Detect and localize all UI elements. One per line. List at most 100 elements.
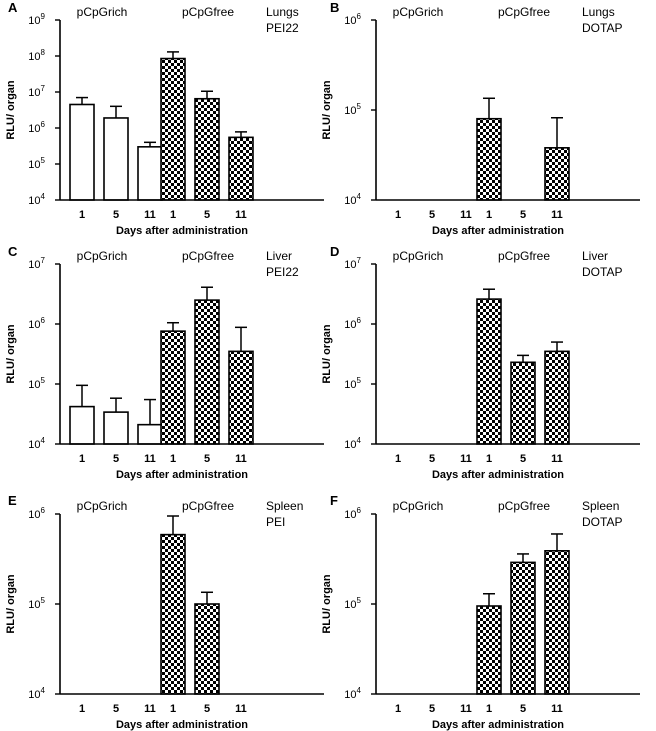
panel-a-x-tick-label: 1	[170, 209, 176, 221]
panel-b-y-tick-label: 105	[344, 102, 361, 117]
panel-a-y-tick-label: 108	[28, 48, 45, 63]
panel-f-y-tick-label: 106	[344, 506, 361, 521]
panel-d-x-tick-label: 5	[520, 453, 526, 465]
panel-f-group-label-pcpgrich: pCpGrich	[393, 499, 444, 513]
panel-f-letter: F	[330, 493, 338, 508]
panel-f-y-tick-label: 105	[344, 596, 361, 611]
panel-d-x-tick-label: 1	[486, 453, 492, 465]
panel-f-bar-pcpgfree-day-1	[476, 605, 502, 695]
panel-d-x-tick-label: 5	[429, 453, 435, 465]
panel-d-y-tick-label: 105	[344, 376, 361, 391]
panel-f-x-tick-label: 5	[429, 703, 435, 715]
panel-a-y-tick-label: 109	[28, 12, 45, 27]
panel-a-x-tick-label: 5	[113, 209, 119, 221]
panel-f-x-tick-label: 11	[460, 703, 472, 715]
panel-f-x-tick-label: 5	[520, 703, 526, 715]
panel-f-x-axis-label: Days after administration	[432, 719, 564, 731]
panel-c-bar-pcpgfree-day-5	[194, 299, 220, 445]
panel-c-x-tick-label: 5	[113, 453, 119, 465]
panel-e-x-tick-label: 5	[204, 703, 210, 715]
panel-c-x-tick-label: 1	[79, 453, 85, 465]
panel-a-x-tick-label: 5	[204, 209, 210, 221]
panel-d-bar-pcpgfree-day-1	[476, 298, 502, 445]
panel-a-x-tick-label: 1	[79, 209, 85, 221]
panel-d-bar-pcpgfree-day-5	[510, 361, 536, 445]
panel-a-annotation-organ: Lungs	[266, 5, 299, 19]
panel-e-annotation-vehicle: PEI	[266, 515, 285, 529]
panel-e-x-tick-label: 1	[79, 703, 85, 715]
panel-b-y-tick-label: 104	[344, 192, 361, 207]
panel-a-group-label-pcpgrich: pCpGrich	[77, 5, 128, 19]
panel-e-y-tick-label: 104	[28, 686, 45, 701]
panel-d-y-tick-label: 106	[344, 316, 361, 331]
panel-a-bar-pcpgrich-day-5	[103, 117, 129, 201]
panel-c-group-label-pcpgrich: pCpGrich	[77, 249, 128, 263]
panel-e-x-tick-label: 11	[144, 703, 156, 715]
panel-a-y-axis-label: RLU/ organ	[5, 80, 17, 140]
panel-f-annotation-organ: Spleen	[582, 499, 619, 513]
panel-d-x-tick-label: 1	[395, 453, 401, 465]
panel-b-letter: B	[330, 0, 339, 15]
panel-c-annotation-organ: Liver	[266, 249, 292, 263]
panel-a-bar-pcpgfree-day-11	[228, 136, 254, 201]
panel-a-y-tick-label: 107	[28, 84, 45, 99]
panel-c-x-axis-label: Days after administration	[116, 469, 248, 481]
panel-b-x-tick-label: 5	[520, 209, 526, 221]
panel-f-y-tick-label: 104	[344, 686, 361, 701]
panel-f-annotation-vehicle: DOTAP	[582, 515, 622, 529]
panel-c-group-label-pcpgfree: pCpGfree	[182, 249, 234, 263]
panel-e-x-axis-label: Days after administration	[116, 719, 248, 731]
panel-b-x-tick-label: 11	[460, 209, 472, 221]
panel-d-group-label-pcpgfree: pCpGfree	[498, 249, 550, 263]
panel-b-y-axis-label: RLU/ organ	[321, 80, 333, 140]
panel-f-x-tick-label: 1	[486, 703, 492, 715]
panel-c-x-tick-label: 11	[144, 453, 156, 465]
panel-a-x-tick-label: 11	[235, 209, 247, 221]
panel-d-letter: D	[330, 244, 339, 259]
panel-c-y-axis-label: RLU/ organ	[5, 324, 17, 384]
panel-d-bar-pcpgfree-day-11	[544, 350, 570, 445]
panel-c-x-tick-label: 1	[170, 453, 176, 465]
panel-f-x-tick-label: 11	[551, 703, 563, 715]
panel-b-bar-pcpgfree-day-11	[544, 147, 570, 201]
panel-c-bar-pcpgrich-day-1	[69, 405, 95, 445]
panel-c-annotation-vehicle: PEI22	[266, 265, 299, 279]
panel-a-y-tick-label: 106	[28, 120, 45, 135]
panel-a-bar-pcpgfree-day-1	[160, 57, 186, 201]
panel-d-x-tick-label: 11	[460, 453, 472, 465]
panel-d-y-tick-label: 104	[344, 436, 361, 451]
panel-a-bar-pcpgrich-day-11	[137, 146, 163, 201]
panel-c-x-tick-label: 11	[235, 453, 247, 465]
panel-b-annotation-organ: Lungs	[582, 5, 615, 19]
panel-e-bar-pcpgfree-day-5	[194, 603, 220, 695]
panel-b-group-label-pcpgfree: pCpGfree	[498, 5, 550, 19]
panel-d-x-axis-label: Days after administration	[432, 469, 564, 481]
panel-d-y-axis-label: RLU/ organ	[321, 324, 333, 384]
panel-a-annotation-vehicle: PEI22	[266, 21, 299, 35]
panel-a-bar-pcpgfree-day-5	[194, 97, 220, 201]
panel-b-x-tick-label: 11	[551, 209, 563, 221]
panel-a-y-tick-label: 105	[28, 156, 45, 171]
panel-e-x-tick-label: 11	[235, 703, 247, 715]
panel-e-group-label-pcpgfree: pCpGfree	[182, 499, 234, 513]
panel-c-letter: C	[8, 244, 18, 259]
panel-e-y-tick-label: 106	[28, 506, 45, 521]
panel-f-group-label-pcpgfree: pCpGfree	[498, 499, 550, 513]
panel-b-x-tick-label: 5	[429, 209, 435, 221]
panel-c-bar-pcpgrich-day-5	[103, 411, 129, 445]
panel-b-x-tick-label: 1	[486, 209, 492, 221]
panel-d-annotation-organ: Liver	[582, 249, 608, 263]
panel-a-y-tick-label: 104	[28, 192, 45, 207]
panel-b-group-label-pcpgrich: pCpGrich	[393, 5, 444, 19]
panel-c-y-tick-label: 107	[28, 256, 45, 271]
panel-d-y-tick-label: 107	[344, 256, 361, 271]
panel-c-y-tick-label: 104	[28, 436, 45, 451]
panel-a-bar-pcpgrich-day-1	[69, 103, 95, 201]
panel-a-group-label-pcpgfree: pCpGfree	[182, 5, 234, 19]
panel-a-letter: A	[8, 0, 18, 15]
panel-f-bar-pcpgfree-day-11	[544, 550, 570, 695]
